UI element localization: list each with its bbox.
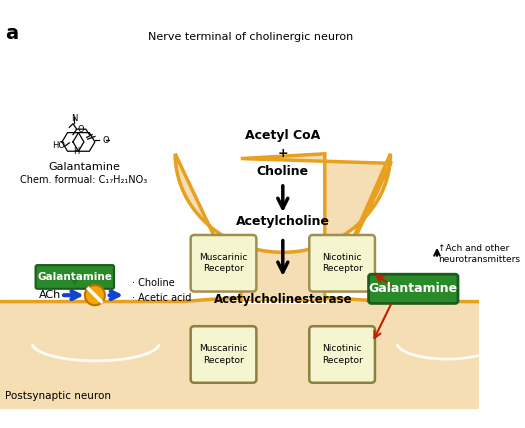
- FancyBboxPatch shape: [369, 274, 458, 303]
- Circle shape: [85, 285, 105, 305]
- Text: Galantamine: Galantamine: [37, 272, 112, 282]
- Text: ACh: ACh: [39, 290, 61, 300]
- Text: Galantamine: Galantamine: [48, 163, 120, 172]
- Text: Galantamine: Galantamine: [369, 282, 458, 295]
- Polygon shape: [175, 154, 391, 302]
- FancyBboxPatch shape: [309, 235, 375, 291]
- Text: Acetylcholine: Acetylcholine: [236, 215, 330, 228]
- Text: H: H: [74, 146, 80, 155]
- Text: Nerve terminal of cholinergic neuron: Nerve terminal of cholinergic neuron: [148, 32, 353, 42]
- Text: a: a: [5, 24, 18, 43]
- Text: Acetyl CoA
+
Choline: Acetyl CoA + Choline: [245, 129, 320, 178]
- Text: Chem. formual: C₁₇H₂₁NO₃: Chem. formual: C₁₇H₂₁NO₃: [20, 175, 148, 185]
- FancyBboxPatch shape: [309, 326, 375, 383]
- Text: Acetylcholinesterase: Acetylcholinesterase: [214, 293, 352, 306]
- Text: Nicotinic
Receptor: Nicotinic Receptor: [322, 344, 362, 365]
- Text: Muscarinic
Receptor: Muscarinic Receptor: [200, 344, 248, 365]
- Text: Nicotinic
Receptor: Nicotinic Receptor: [322, 253, 362, 273]
- Text: · Choline
· Acetic acid: · Choline · Acetic acid: [132, 278, 192, 303]
- Text: O: O: [78, 125, 85, 134]
- FancyBboxPatch shape: [191, 235, 256, 291]
- Text: HO: HO: [52, 141, 65, 150]
- Text: Muscarinic
Receptor: Muscarinic Receptor: [200, 253, 248, 273]
- Text: Postsynaptic neuron: Postsynaptic neuron: [5, 391, 111, 401]
- Text: N: N: [71, 114, 77, 123]
- FancyBboxPatch shape: [36, 265, 114, 289]
- Text: ↑Ach and other
neurotransmitters: ↑Ach and other neurotransmitters: [438, 244, 520, 264]
- FancyBboxPatch shape: [191, 326, 256, 383]
- Text: O: O: [102, 136, 109, 145]
- Polygon shape: [0, 297, 479, 409]
